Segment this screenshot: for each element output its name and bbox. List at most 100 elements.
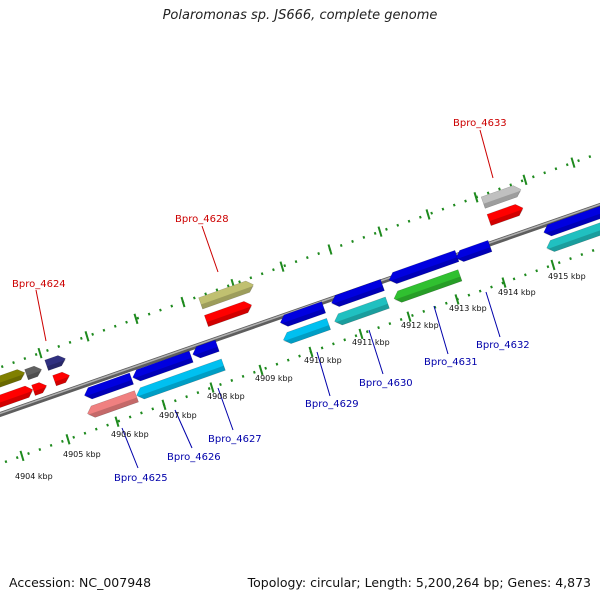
gene-feature [87,390,139,418]
gene-label[interactable]: Bpro_4632 [476,340,530,351]
gene-arrow-shade [544,212,600,237]
ruler-major-tick [19,450,25,462]
gene-feature [136,358,226,400]
gene-feature [84,372,134,400]
gene-arrow-shade [84,379,134,399]
gene-arrow-shade [33,386,47,396]
gene-arrow [455,240,493,262]
gene-label[interactable]: Bpro_4626 [167,452,221,463]
gene-arrow [486,204,524,226]
label-leader-line [174,409,193,449]
scale-label: 4905 kbp [63,450,101,459]
gene-label[interactable]: Bpro_4631 [424,357,478,368]
scale-label: 4904 kbp [15,472,53,481]
gene-feature [331,279,385,307]
gene-arrow-shade [137,365,226,400]
gene-feature [52,371,70,387]
gene-feature [24,365,42,381]
gene-label[interactable]: Bpro_4633 [453,118,507,129]
ruler-major-tick [37,347,43,359]
gene-arrow-shade [0,373,26,393]
gene-arrow-shade [331,286,385,307]
gene-feature [198,280,254,310]
gene-label[interactable]: Bpro_4627 [208,434,262,445]
gene-feature [388,250,460,284]
gene-feature [192,339,220,359]
label-leader-line [368,329,384,375]
gene-feature [132,350,194,382]
scale-label: 4907 kbp [159,411,197,420]
gene-arrow-shade [193,346,220,358]
ruler-major-tick [84,331,90,342]
gene-arrow-shade [206,306,253,327]
gene-arrow-shade [547,229,600,252]
gene-feature [334,296,390,326]
scale-label: 4910 kbp [304,356,342,365]
gene-arrow [198,280,254,310]
ruler-major-tick [454,294,460,305]
ruler-major-tick [550,259,556,271]
gene-feature [44,355,66,371]
gene-arrow-shade [456,247,492,262]
label-leader-line [201,225,219,273]
label-leader-line [121,427,139,469]
gene-arrow-shade [133,357,194,382]
gene-label[interactable]: Bpro_4629 [305,399,359,410]
gene-feature [393,269,463,303]
gene-arrow [393,269,463,303]
gene-label[interactable]: Bpro_4630 [359,378,413,389]
ruler-major-tick [180,296,186,308]
ruler-major-tick [308,346,314,358]
gene-arrow [543,205,600,237]
ruler-major-tick [114,416,120,428]
gene-feature [0,369,26,393]
gene-arrow [136,358,226,400]
ruler-major-tick [501,277,507,288]
gene-feature [486,204,524,226]
gene-arrow [31,382,47,396]
gene-arrow-shade [483,190,522,209]
scale-label: 4913 kbp [449,304,487,313]
gene-arrow [192,339,220,359]
gene-arrow [0,369,26,393]
gene-feature [480,185,522,209]
gene-feature [0,385,34,411]
gene-arrow [44,355,66,371]
ruler-major-tick [209,382,215,393]
gene-arrow-shade [46,359,66,371]
scale-label: 4915 kbp [548,272,586,281]
ruler-major-tick [522,174,528,186]
gene-label[interactable]: Bpro_4628 [175,214,229,225]
gene-arrow-shade [389,257,459,284]
gene-arrow [204,301,252,327]
gene-arrow [279,301,327,327]
gene-arrow [87,390,139,418]
gene-arrow-shade [0,390,34,410]
gene-arrow [24,365,42,381]
ruler-major-tick [406,311,412,322]
gene-label[interactable]: Bpro_4624 [12,279,66,290]
ruler-major-tick [358,328,364,340]
ruler-major-tick [65,434,71,445]
gene-arrow-shade [201,285,254,310]
gene-arrow [480,185,522,209]
gene-arrow-shade [280,308,326,327]
scale-label: 4909 kbp [255,374,293,383]
map-title: Polaromonas sp. JS666, complete genome [162,8,438,23]
gene-label[interactable]: Bpro_4625 [114,473,168,484]
scale-label: 4911 kbp [352,338,390,347]
gene-arrow-shade [87,397,139,418]
label-leader-line [217,387,234,431]
label-leader-line [479,129,494,179]
scale-label: 4906 kbp [111,430,149,439]
gene-arrow [52,371,70,387]
gene-arrow [84,372,134,400]
ruler-major-tick [327,244,333,255]
gene-arrow [132,350,194,382]
gene-feature [279,301,327,327]
ruler-major-tick [133,313,139,325]
genome-summary-text: Topology: circular; Length: 5,200,264 bp… [247,575,591,590]
backbone-highlight [0,203,600,415]
scale-label: 4912 kbp [401,321,439,330]
